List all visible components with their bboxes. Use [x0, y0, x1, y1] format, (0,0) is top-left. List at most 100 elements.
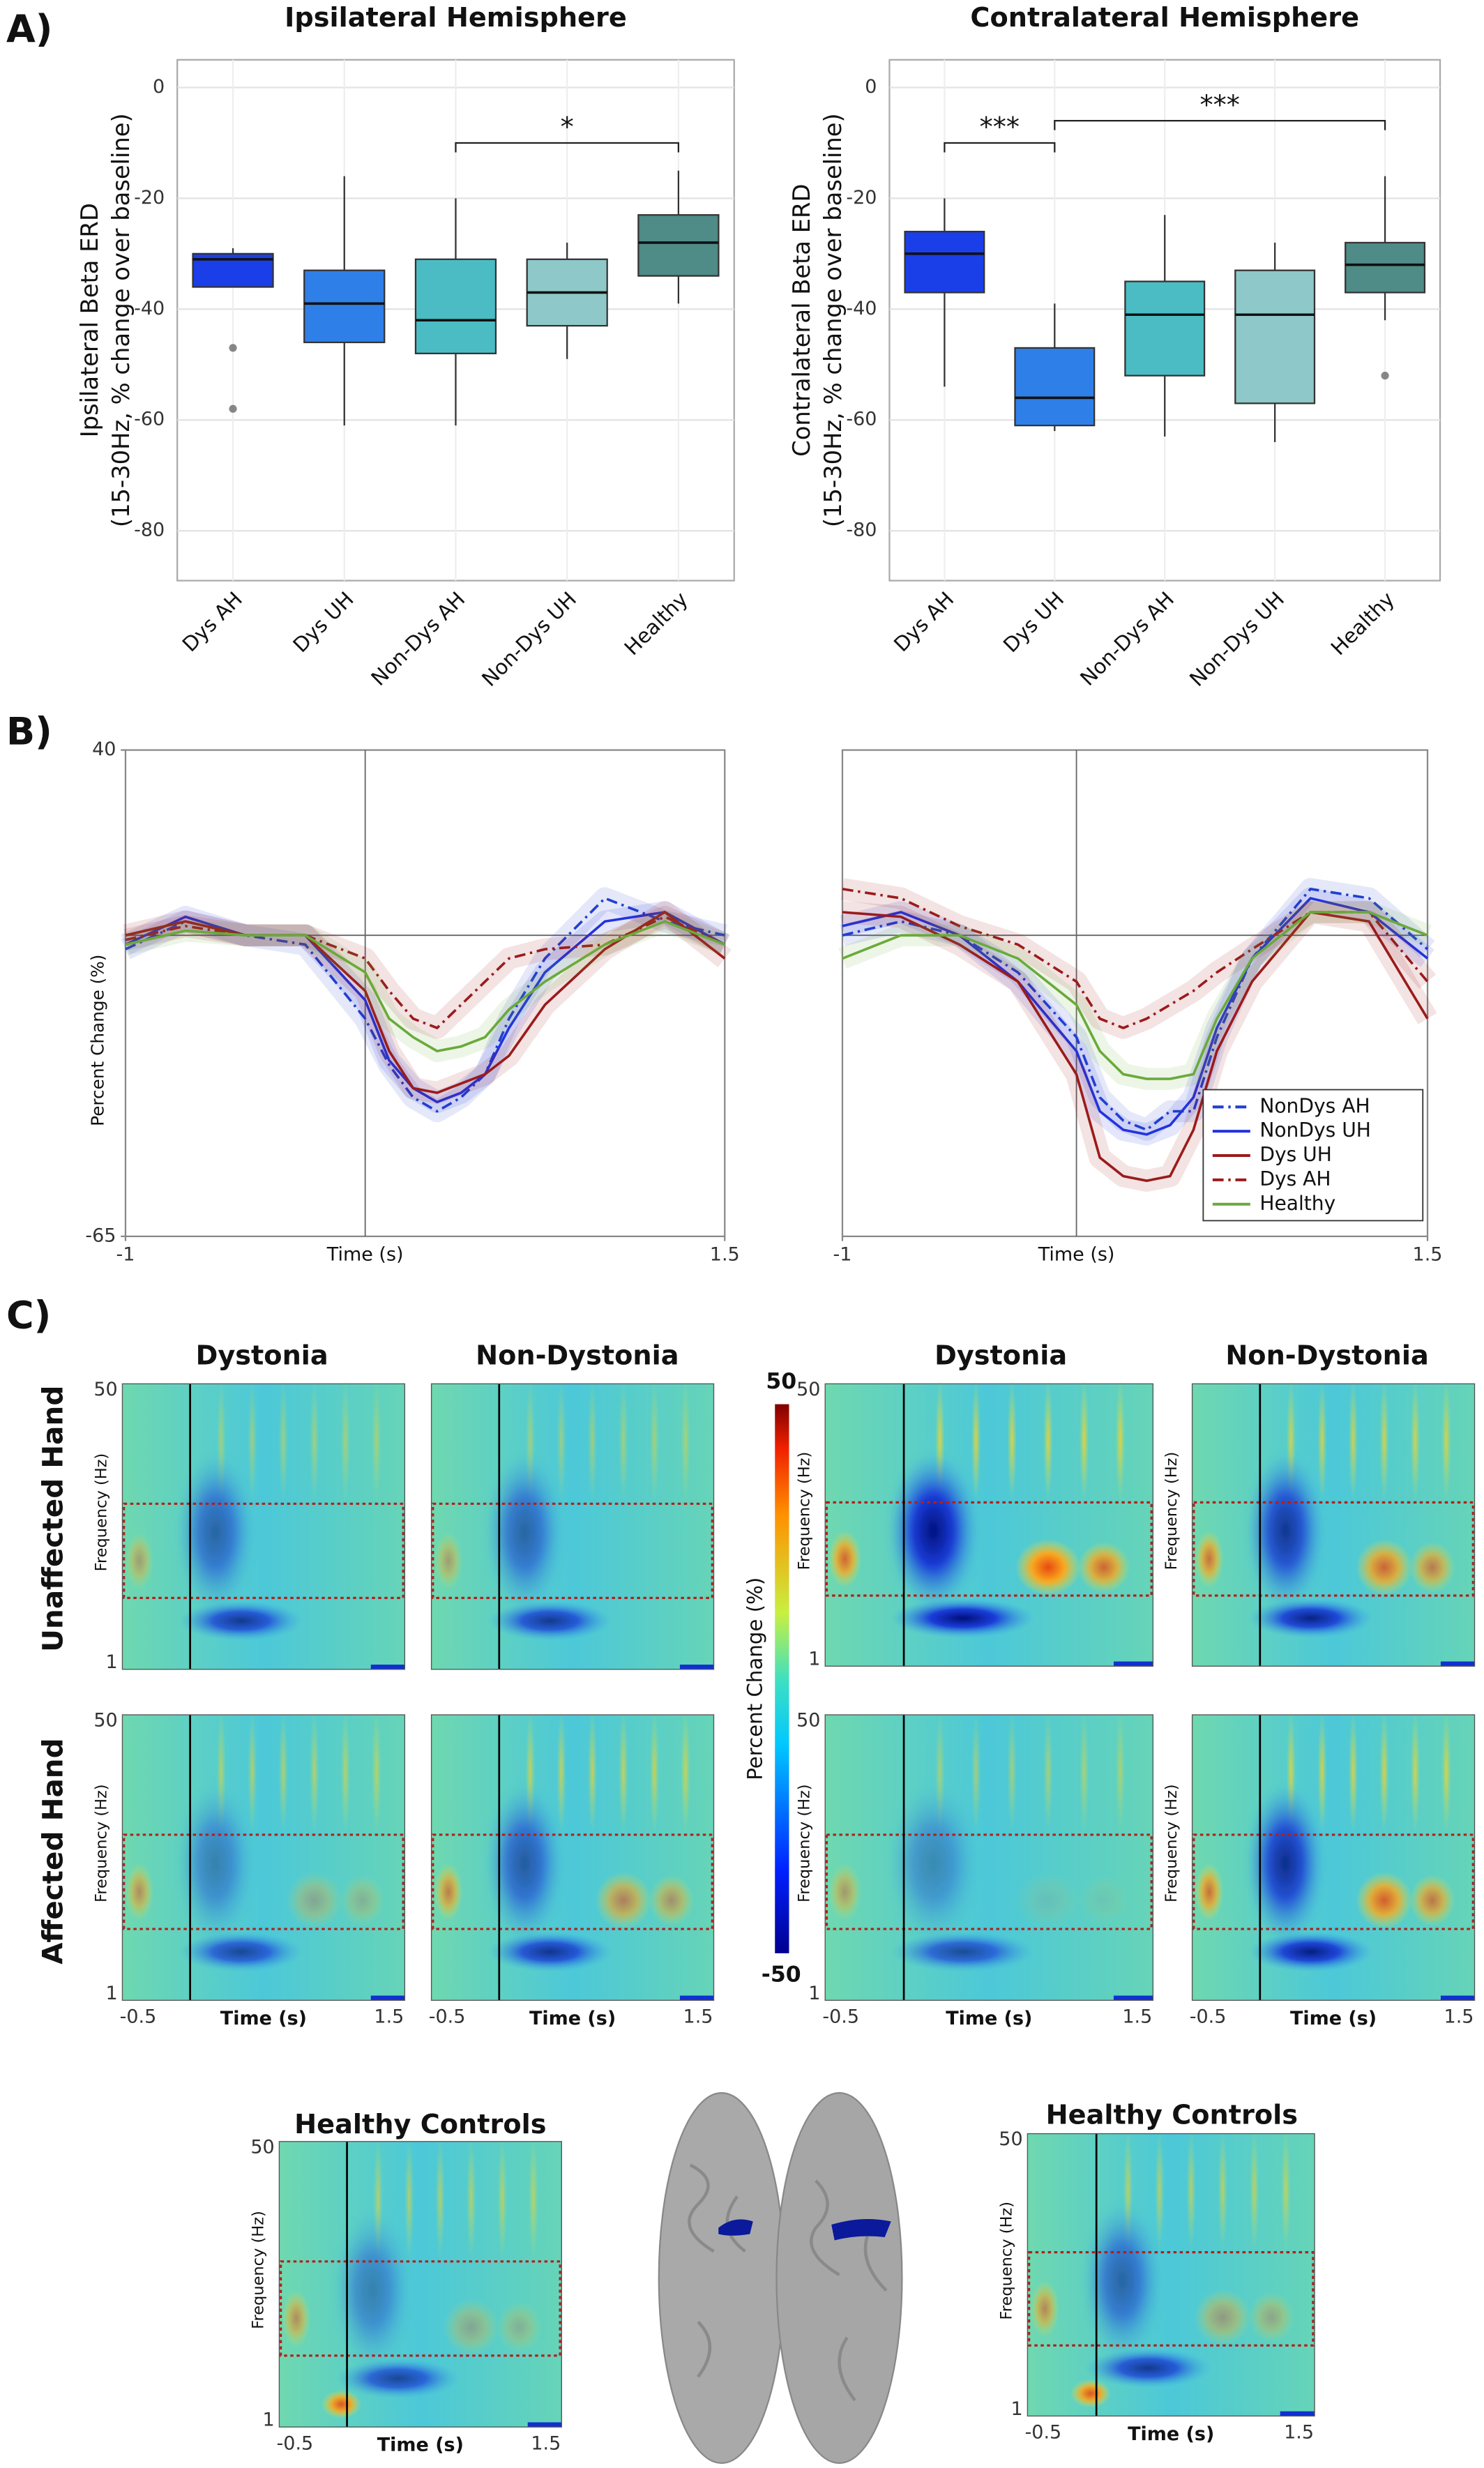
panel-label: B) [6, 710, 52, 754]
legend-label: Dys AH [1259, 1167, 1331, 1190]
spectrogram-texture [1356, 1872, 1413, 1930]
beta-band-box [432, 1502, 713, 1599]
spectrogram-texture [466, 2135, 476, 2262]
spectrogram-texture [1410, 1378, 1421, 1503]
spectrogram-texture [497, 2301, 542, 2353]
column-title: Dystonia [934, 1341, 1067, 1372]
y-tick-label: -80 [134, 520, 165, 541]
spectrogram-texture [487, 1600, 612, 1641]
x-tick-label: Non-Dys AH [367, 587, 470, 690]
spectrogram-texture [340, 1875, 386, 1926]
spectrogram-texture [828, 1863, 861, 1921]
spectrogram-texture [247, 1709, 257, 1835]
freq-tick-label: 50 [796, 1709, 820, 1731]
time-tick-label: -0.5 [1190, 2006, 1227, 2028]
spectrogram-texture [1043, 1709, 1053, 1835]
spectrogram-texture [282, 2289, 310, 2347]
spectrogram-texture [1317, 1378, 1327, 1503]
spectrogram [430, 1709, 715, 2001]
spectrogram-texture [1015, 1872, 1081, 1930]
spectrogram-texture [828, 1530, 861, 1587]
spectrogram-frame [824, 1383, 1154, 1667]
spectrogram-texture [649, 1875, 695, 1926]
spectrogram-texture [125, 1863, 153, 1921]
spectrogram-texture [1070, 2379, 1111, 2408]
spectrogram-texture [556, 1378, 566, 1504]
panel-label: C) [6, 1293, 51, 1337]
y-tick-label: -80 [846, 520, 877, 541]
spectrogram-texture [176, 1783, 255, 1944]
freq-tick-label: 1 [106, 1651, 118, 1673]
significance-label: * [561, 112, 574, 143]
x-tick-label: Non-Dys AH [1075, 587, 1179, 690]
time-tick-label: -0.5 [1025, 2422, 1062, 2444]
spectrogram-edge [679, 1664, 714, 1670]
spectrogram-texture [1281, 2128, 1291, 2253]
line [125, 920, 725, 1053]
healthy-title: Healthy Controls [294, 2110, 546, 2140]
spectrogram [1191, 1378, 1476, 1667]
spectrogram-texture [556, 1709, 566, 1835]
x-tick-label: 1.5 [710, 1243, 740, 1265]
y-axis-label: (15-30Hz, % change over baseline) [819, 113, 847, 527]
spectrogram-texture [1356, 1539, 1413, 1596]
legend-label: NonDys UH [1259, 1119, 1371, 1142]
panel-label: A) [6, 7, 52, 51]
spectrogram-texture [971, 1378, 981, 1503]
spectrogram-texture [971, 1709, 981, 1835]
spectrogram-texture [372, 1709, 381, 1835]
spectrogram-edge [370, 1664, 405, 1670]
spectrogram-texture [587, 1378, 598, 1504]
spectrogram-frame [1027, 2133, 1315, 2417]
time-tick-label: 1.5 [1444, 2006, 1474, 2028]
spectrogram-frame [1191, 1383, 1476, 1667]
spectrogram [1027, 2128, 1315, 2417]
time-tick-label: 1.5 [1122, 2006, 1152, 2028]
line [842, 897, 1429, 1136]
plot-area [124, 749, 726, 1237]
y-tick-label: -60 [846, 409, 877, 430]
freq-tick-label: 1 [808, 1983, 820, 2004]
spectrogram-texture [1348, 1378, 1358, 1503]
x-tick-label: -1 [833, 1243, 852, 1265]
spectrogram-texture [1441, 1378, 1451, 1503]
spectrogram [1191, 1709, 1476, 2001]
spectrogram-texture [1379, 1709, 1389, 1835]
beta-band-box [825, 1501, 1153, 1597]
freq-tick-label: 1 [262, 2409, 274, 2431]
spectrogram-texture [435, 2135, 445, 2262]
spectrogram-texture [1079, 1378, 1089, 1503]
spectrogram [121, 1709, 406, 2001]
y-tick-label: 0 [153, 76, 165, 98]
spectrogram [121, 1378, 406, 1670]
spectrogram-frame [430, 1383, 715, 1670]
y-tick-label: -20 [846, 187, 877, 209]
column-title: Non-Dystonia [1225, 1341, 1428, 1372]
freq-axis-label: Frequency (Hz) [93, 1453, 111, 1572]
spectrogram-texture [487, 1932, 612, 1972]
spectrogram-texture [310, 1709, 319, 1835]
freq-axis-label: Frequency (Hz) [250, 2211, 268, 2329]
x-axis-label: Time (s) [326, 1243, 404, 1265]
x-tick-label: Dys UH [999, 587, 1068, 657]
y-tick-label: -40 [846, 298, 877, 319]
spectrogram-texture [1317, 1709, 1327, 1835]
box [414, 258, 497, 354]
y-axis-label: Ipsilateral Beta ERD [76, 203, 103, 437]
freq-tick-label: 1 [808, 1649, 820, 1670]
y-tick-label: -40 [134, 298, 165, 319]
spectrogram-texture [1077, 1542, 1130, 1593]
spectrogram-texture [649, 1709, 660, 1835]
x-axis-label: Time (s) [1038, 1243, 1115, 1265]
x-tick-label: Healthy [620, 587, 692, 660]
spectrogram-texture [1218, 2128, 1228, 2253]
legend-label: Dys UH [1259, 1143, 1332, 1166]
spectrogram-edge [1113, 1995, 1153, 2001]
spectrogram-edge [1113, 1661, 1153, 1667]
spectrogram-edge [527, 2422, 562, 2428]
spectrogram-texture [1249, 2128, 1259, 2253]
box [1345, 241, 1426, 294]
freq-tick-label: 50 [999, 2128, 1022, 2150]
freq-tick-label: 50 [250, 2136, 274, 2158]
spectrogram-texture [1007, 1378, 1017, 1503]
